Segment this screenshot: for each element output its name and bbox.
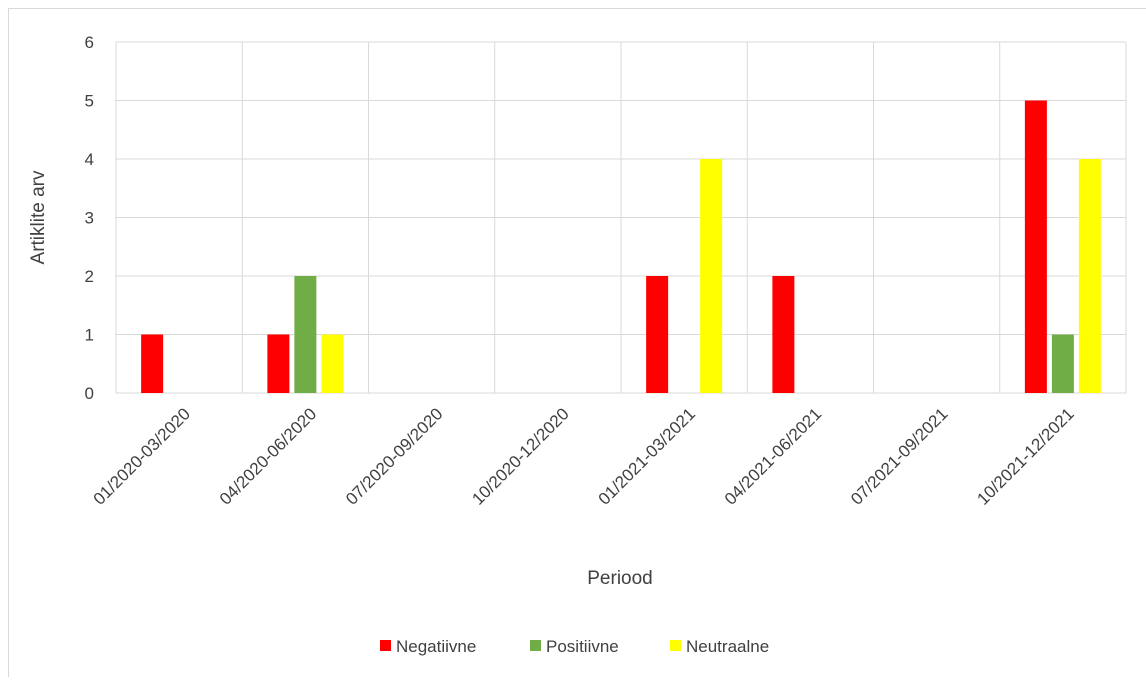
- legend-label-positiivne: Positiivne: [546, 637, 619, 656]
- x-axis-title: Periood: [587, 568, 653, 589]
- bar-neutraalne: [321, 335, 343, 394]
- bar-negatiivne: [267, 335, 289, 394]
- bar-negatiivne: [772, 276, 794, 393]
- y-tick-label: 4: [85, 150, 94, 169]
- bar-negatiivne: [1025, 101, 1047, 394]
- y-tick-label: 6: [85, 33, 94, 52]
- y-tick-label: 5: [85, 92, 94, 111]
- bar-negatiivne: [646, 276, 668, 393]
- bar-neutraalne: [700, 159, 722, 393]
- legend-label-negatiivne: Negatiivne: [396, 637, 476, 656]
- bar-negatiivne: [141, 335, 163, 394]
- y-tick-label: 2: [85, 267, 94, 286]
- legend-label-neutraalne: Neutraalne: [686, 637, 769, 656]
- bar-positiivne: [294, 276, 316, 393]
- bar-positiivne: [1052, 335, 1074, 394]
- y-tick-label: 0: [85, 384, 94, 403]
- bar-neutraalne: [1079, 159, 1101, 393]
- legend-swatch-negatiivne: [380, 640, 391, 651]
- chart-border: [9, 9, 1146, 678]
- legend-swatch-positiivne: [530, 640, 541, 651]
- legend-swatch-neutraalne: [670, 640, 681, 651]
- y-tick-label: 1: [85, 326, 94, 345]
- y-axis-title: Artiklite arv: [28, 170, 49, 264]
- y-tick-label: 3: [85, 209, 94, 228]
